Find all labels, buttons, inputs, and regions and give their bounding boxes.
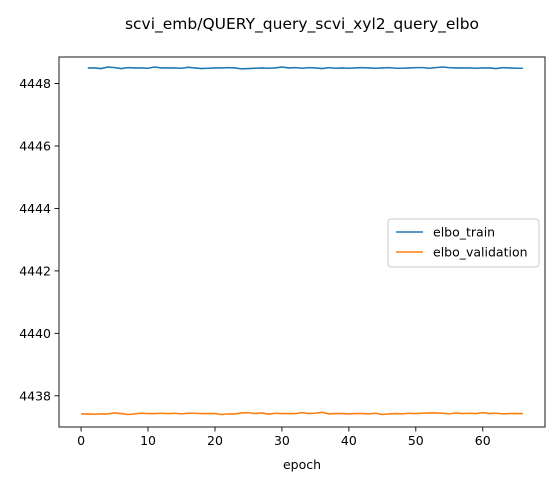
chart-title: scvi_emb/QUERY_query_scvi_xyl2_query_elb… — [125, 15, 479, 34]
y-tick-label: 4438 — [19, 388, 51, 403]
plot-frame — [58, 56, 546, 428]
y-tick-label: 4440 — [19, 326, 51, 341]
y-tick-label: 4442 — [19, 263, 51, 278]
y-tick-label: 4448 — [19, 76, 51, 91]
legend-box — [387, 218, 540, 268]
y-tick-label: 4444 — [19, 201, 51, 216]
x-tick-label: 10 — [140, 433, 156, 448]
legend-label: elbo_validation — [433, 245, 528, 260]
x-tick-label: 20 — [207, 433, 223, 448]
x-tick-label: 50 — [408, 433, 424, 448]
x-tick-label: 0 — [77, 433, 85, 448]
axes: 0 10 20 30 40 50 60 4438 4440 4442 4444 4446 4448 — [19, 56, 546, 448]
series-line-elbo-train — [87, 66, 523, 70]
x-axis-label: epoch — [283, 457, 321, 472]
x-tick-label: 60 — [475, 433, 491, 448]
legend-label: elbo_train — [433, 225, 495, 240]
y-tick-label: 4446 — [19, 138, 51, 153]
series-lines — [81, 66, 523, 416]
x-tick-label: 40 — [341, 433, 357, 448]
x-tick-label: 30 — [274, 433, 290, 448]
legend: elbo_train elbo_validation — [387, 218, 540, 268]
series-line-elbo-validation — [81, 411, 523, 416]
